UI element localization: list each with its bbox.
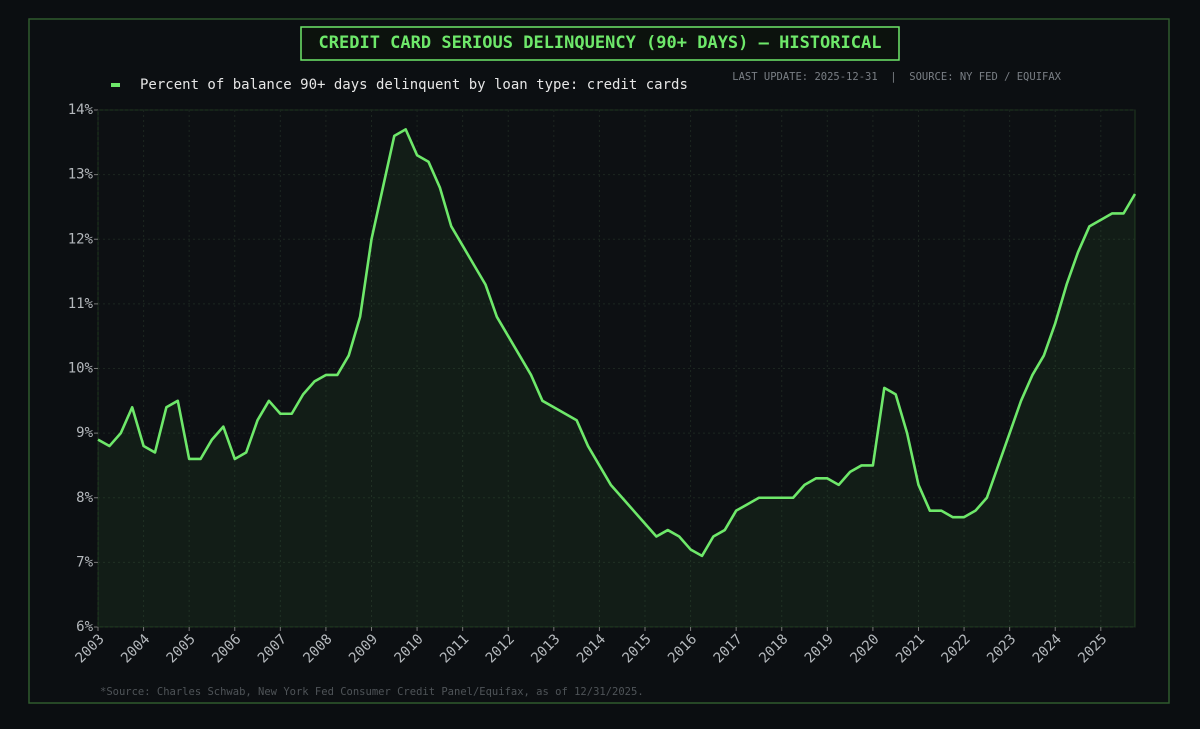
y-tick-label: 11% [68,296,94,312]
footnote: *Source: Charles Schwab, New York Fed Co… [100,686,644,698]
title-box [300,26,900,61]
legend-swatch [111,83,120,87]
y-tick-label: 8% [76,490,93,506]
y-tick-label: 7% [76,554,93,570]
area [98,129,1135,627]
y-tick-label: 12% [68,231,94,247]
legend-label: Percent of balance 90+ days delinquent b… [140,77,688,93]
chart-title: CREDIT CARD SERIOUS DELINQUENCY (90+ DAY… [319,33,882,53]
plot-area [97,109,1136,628]
y-tick-label: 14% [68,102,94,118]
subtitle: LAST UPDATE: 2025-12-31 | SOURCE: NY FED… [732,71,1061,83]
y-tick-label: 9% [76,425,93,441]
y-tick-label: 13% [68,167,94,183]
y-tick-label: 6% [76,619,93,635]
y-tick-label: 10% [68,361,94,377]
line [97,128,1137,558]
